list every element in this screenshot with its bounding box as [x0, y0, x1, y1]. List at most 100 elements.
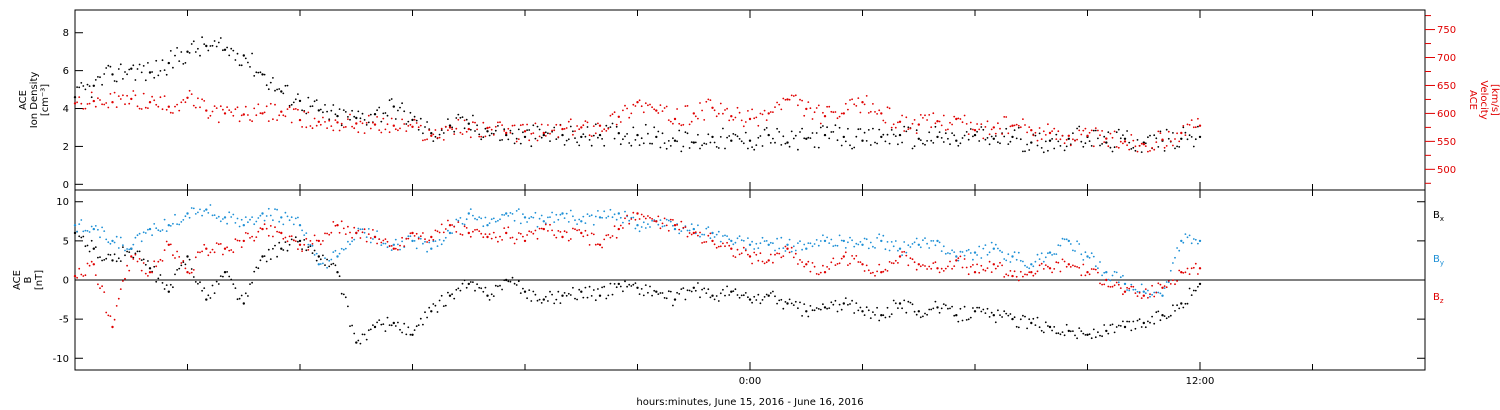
b-bz-point [222, 253, 224, 256]
b-bz-point [363, 228, 366, 231]
velocity-point [1111, 136, 1114, 139]
density-point [748, 139, 752, 142]
b-bx-point [494, 284, 497, 287]
b-by-point [419, 237, 422, 240]
density-point [1094, 129, 1097, 132]
velocity-point [849, 99, 851, 101]
b-bz-point [134, 253, 137, 256]
b-bx-point [644, 284, 647, 286]
density-point [613, 137, 616, 140]
b-bx-point [384, 330, 387, 332]
velocity-point [840, 112, 843, 115]
velocity-point [478, 135, 481, 138]
b-bx-point [782, 307, 785, 310]
b-bx-point [1161, 314, 1164, 317]
b-bx-point [763, 296, 766, 298]
b-bx-point [1061, 331, 1064, 333]
b-bz-point [205, 247, 208, 250]
b-bx-point [1142, 321, 1146, 325]
b-by-point [605, 217, 608, 219]
b-bx-point [659, 292, 662, 294]
b-bx-point [397, 321, 399, 324]
b-by-point [1130, 283, 1133, 286]
density-point [286, 84, 289, 87]
velocity-point [753, 117, 756, 120]
b-bz-point [934, 261, 937, 264]
b-by-point [349, 243, 351, 246]
b-bx-point [259, 259, 262, 262]
b-bz-point [1074, 265, 1076, 268]
density-point [838, 126, 841, 129]
density-point [261, 73, 264, 76]
b-bz-point [1111, 285, 1114, 288]
b-bx-point [630, 285, 633, 287]
b-bz-point [598, 243, 602, 246]
velocity-point [251, 120, 254, 123]
b-bz-point [124, 277, 126, 280]
b-bz-point [651, 218, 653, 220]
b-bz-point [203, 243, 206, 246]
b-bz-point [744, 249, 747, 252]
b-by-point [890, 241, 893, 243]
b-bx-point [715, 295, 718, 297]
b-bx-point [1044, 321, 1047, 324]
b-by-point [344, 247, 347, 250]
b-bz-point [880, 271, 883, 274]
b-by-point [436, 245, 439, 248]
b-bx-point [1063, 334, 1066, 337]
b-by-point [811, 245, 814, 248]
velocity-point [240, 114, 243, 117]
b-bz-point [688, 232, 691, 234]
b-bz-point [326, 232, 328, 235]
b-bx-point [263, 255, 266, 257]
b-by-point [509, 212, 512, 214]
b-bz-point [1097, 271, 1099, 274]
b-by-point [1188, 234, 1191, 237]
b-bz-point [1051, 271, 1053, 274]
b-by-point [930, 240, 933, 242]
b-bz-point [453, 225, 456, 228]
density-point [590, 144, 593, 147]
velocity-point [748, 117, 752, 121]
b-bz-point [463, 225, 466, 228]
b-bz-point [890, 262, 893, 264]
b-by-point [1086, 255, 1089, 258]
b-bx-point [265, 260, 268, 263]
b-bx-point [888, 315, 891, 318]
velocity-point [430, 134, 433, 137]
b-bz-point [213, 251, 216, 254]
velocity-point [178, 109, 181, 112]
b-by-point [167, 224, 170, 227]
density-point [336, 114, 339, 118]
b-bx-point [78, 235, 81, 238]
b-by-point [409, 235, 412, 238]
density-point [578, 144, 581, 147]
b-bx-point [626, 285, 628, 288]
density-point [913, 145, 916, 148]
b-bx-point [463, 279, 466, 282]
b-bz-point [303, 243, 306, 246]
density-point [1122, 134, 1124, 137]
b-bz-point [938, 271, 941, 274]
b-by-point [1109, 279, 1112, 282]
b-by-point [451, 232, 453, 235]
b-bz-point [451, 224, 453, 226]
b-bx-point [1119, 325, 1122, 327]
b-bz-point [90, 260, 93, 263]
b-by-point [305, 232, 308, 235]
b-bz-point [863, 270, 866, 272]
b-by-point [1176, 247, 1178, 249]
b-bz-point [776, 252, 778, 255]
b-bx-point [1180, 302, 1183, 305]
b-bz-point [969, 265, 972, 268]
b-bz-point [884, 268, 887, 271]
b-bx-point [640, 288, 643, 290]
b-by-point [157, 229, 160, 232]
velocity-point [663, 107, 666, 109]
b-by-point [963, 254, 966, 257]
velocity-point [294, 108, 297, 110]
density-point [819, 126, 822, 129]
velocity-point [107, 106, 110, 109]
velocity-point [86, 103, 89, 105]
b-by-point [711, 231, 714, 235]
